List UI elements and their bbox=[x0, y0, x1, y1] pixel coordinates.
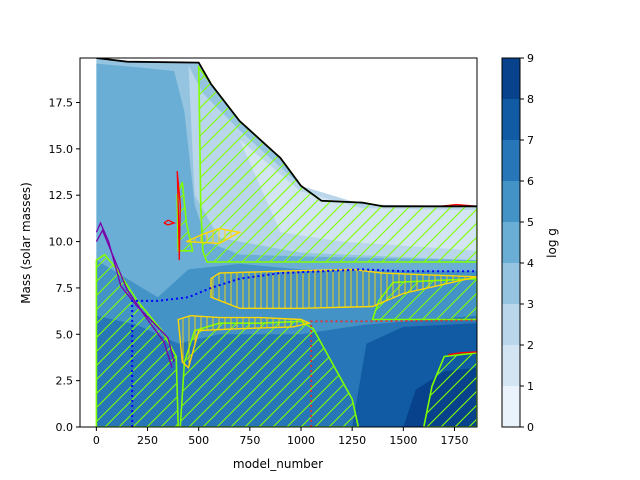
colorbar-tick-label: 9 bbox=[527, 52, 534, 65]
x-tick-label: 1250 bbox=[338, 434, 366, 447]
y-tick-label: 15.0 bbox=[49, 143, 74, 156]
colorbar-tick-label: 8 bbox=[527, 93, 534, 106]
y-axis-label: Mass (solar masses) bbox=[19, 182, 33, 304]
x-tick-label: 0 bbox=[93, 434, 100, 447]
y-tick-label: 17.5 bbox=[49, 97, 74, 110]
convective-region bbox=[176, 181, 194, 252]
x-axis-label: model_number bbox=[233, 457, 323, 471]
colorbar-tick-label: 1 bbox=[527, 380, 534, 393]
colorbar-tick-label: 2 bbox=[527, 339, 534, 352]
y-tick-label: 2.5 bbox=[56, 375, 74, 388]
colorbar-tick-label: 0 bbox=[527, 421, 534, 434]
colorbar-frame bbox=[501, 57, 521, 428]
purple-curve bbox=[95, 221, 175, 363]
overshoot-region bbox=[186, 227, 242, 245]
x-tick-label: 1000 bbox=[287, 434, 315, 447]
colorbar-tick-label: 5 bbox=[527, 216, 534, 229]
x-tick-label: 250 bbox=[137, 434, 158, 447]
overshoot-region bbox=[177, 314, 312, 369]
colorbar-segment bbox=[502, 58, 520, 99]
colorbar-segment bbox=[502, 304, 520, 345]
x-tick-label: 750 bbox=[239, 434, 260, 447]
colorbar-segment bbox=[502, 222, 520, 263]
convective-region bbox=[422, 351, 477, 427]
red-contour bbox=[448, 351, 477, 356]
colorbar-segment bbox=[502, 386, 520, 427]
colorbar-tick-label: 3 bbox=[527, 298, 534, 311]
colorbar-tick-label: 4 bbox=[527, 257, 534, 270]
blue-dotted-line bbox=[131, 268, 477, 427]
red-contour bbox=[163, 219, 176, 226]
star-surface-line bbox=[96, 58, 477, 208]
axes: 0 250 500 750 1000 1250 1500 1750 0.0 2.5 5.0 7.5 10… bbox=[49, 57, 478, 447]
x-tick-label: 1750 bbox=[440, 434, 468, 447]
colorbar-segment bbox=[502, 345, 520, 386]
axes-frame bbox=[79, 57, 478, 428]
plot-content bbox=[95, 58, 477, 427]
overshoot-region bbox=[210, 268, 477, 309]
colorbar: 0 1 2 3 4 5 6 7 8 9 bbox=[501, 52, 534, 434]
y-tick-label: 7.5 bbox=[56, 282, 74, 295]
red-contour bbox=[176, 171, 181, 261]
plot-area bbox=[95, 58, 477, 427]
y-tick-label: 12.5 bbox=[49, 189, 74, 202]
red-dotted-line bbox=[310, 319, 477, 427]
colorbar-segment bbox=[502, 263, 520, 304]
y-tick-label: 10.0 bbox=[49, 236, 74, 249]
colorbar-tick-label: 6 bbox=[527, 175, 534, 188]
x-tick-label: 500 bbox=[188, 434, 209, 447]
colorbar-tick-label: 7 bbox=[527, 134, 534, 147]
y-tick-label: 0.0 bbox=[56, 421, 74, 434]
colorbar-segment bbox=[502, 99, 520, 140]
x-tick-label: 1500 bbox=[389, 434, 417, 447]
colorbar-segment bbox=[502, 181, 520, 222]
purple-curve bbox=[95, 228, 173, 368]
colorbar-segment bbox=[502, 140, 520, 181]
y-tick-label: 5.0 bbox=[56, 328, 74, 341]
colorbar-label: log g bbox=[545, 228, 559, 258]
